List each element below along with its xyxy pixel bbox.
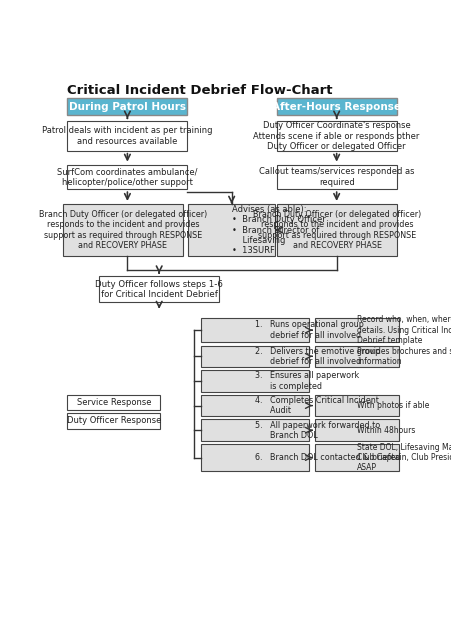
Text: 6.   Branch DOL contacted & briefed: 6. Branch DOL contacted & briefed (254, 453, 400, 462)
Text: 2.   Delivers the emotive group
      debrief for all involved: 2. Delivers the emotive group debrief fo… (254, 347, 379, 366)
Text: Service Response: Service Response (76, 398, 151, 407)
Text: 1.   Runs operational group
      debrief for all involved: 1. Runs operational group debrief for al… (254, 321, 363, 340)
Text: 3.   Ensures all paperwork
      is completed: 3. Ensures all paperwork is completed (254, 371, 359, 390)
Text: Critical Incident Debrief Flow-Chart: Critical Incident Debrief Flow-Chart (67, 84, 332, 97)
Text: Advises (as able):
•  Branch Duty Officer
•  Branch Director of
    Lifesaving
•: Advises (as able): • Branch Duty Officer… (231, 205, 325, 255)
FancyBboxPatch shape (315, 318, 398, 342)
Text: Record who, when, where, how, why
details. Using Critical Incident
Debrief templ: Record who, when, where, how, why detail… (356, 316, 451, 345)
FancyBboxPatch shape (276, 164, 396, 189)
Text: 5.   All paperwork forwarded to
      Branch DOL: 5. All paperwork forwarded to Branch DOL (254, 420, 379, 440)
FancyBboxPatch shape (200, 444, 308, 471)
Text: Within 48hours: Within 48hours (356, 426, 414, 435)
FancyBboxPatch shape (315, 444, 398, 471)
Text: SurfCom coordinates ambulance/
helicopter/police/other support: SurfCom coordinates ambulance/ helicopte… (57, 167, 197, 187)
FancyBboxPatch shape (315, 419, 398, 441)
FancyBboxPatch shape (67, 122, 187, 150)
FancyBboxPatch shape (315, 395, 398, 417)
Text: Branch Duty Officer (or delegated officer)
responds to the incident and provides: Branch Duty Officer (or delegated office… (253, 210, 421, 250)
Text: State DOL, Lifesaving Manager,
Club Captain, Club President briefed
ASAP: State DOL, Lifesaving Manager, Club Capt… (356, 443, 451, 472)
Text: Duty Officer Coordinate's response
Attends scene if able or responds other
Duty : Duty Officer Coordinate's response Atten… (253, 121, 419, 151)
FancyBboxPatch shape (200, 419, 308, 441)
FancyBboxPatch shape (200, 370, 308, 392)
FancyBboxPatch shape (67, 395, 160, 410)
Text: During Patrol Hours: During Patrol Hours (69, 102, 185, 112)
FancyBboxPatch shape (188, 204, 275, 256)
FancyBboxPatch shape (200, 318, 308, 342)
Text: 4.   Completes Critical Incident
      Audit: 4. Completes Critical Incident Audit (254, 396, 378, 415)
Text: After-Hours Response: After-Hours Response (272, 102, 400, 112)
Text: Patrol deals with incident as per training
and resources available: Patrol deals with incident as per traini… (42, 126, 212, 146)
FancyBboxPatch shape (276, 99, 396, 115)
FancyBboxPatch shape (67, 413, 160, 429)
FancyBboxPatch shape (200, 346, 308, 367)
FancyBboxPatch shape (276, 122, 396, 150)
FancyBboxPatch shape (200, 395, 308, 417)
FancyBboxPatch shape (67, 99, 187, 115)
Text: Duty Officer Response: Duty Officer Response (66, 417, 161, 426)
FancyBboxPatch shape (99, 276, 219, 303)
Text: With photos if able: With photos if able (356, 401, 428, 410)
FancyBboxPatch shape (315, 346, 398, 367)
FancyBboxPatch shape (67, 164, 187, 189)
Text: Branch Duty Officer (or delegated officer)
responds to the incident and provides: Branch Duty Officer (or delegated office… (38, 210, 207, 250)
Text: Callout teams/services responded as
required: Callout teams/services responded as requ… (258, 167, 414, 187)
FancyBboxPatch shape (63, 204, 182, 256)
Text: Provides brochures and support
information: Provides brochures and support informati… (356, 347, 451, 366)
FancyBboxPatch shape (277, 204, 396, 256)
Text: Duty Officer follows steps 1-6
for Critical Incident Debrief: Duty Officer follows steps 1-6 for Criti… (95, 280, 223, 299)
